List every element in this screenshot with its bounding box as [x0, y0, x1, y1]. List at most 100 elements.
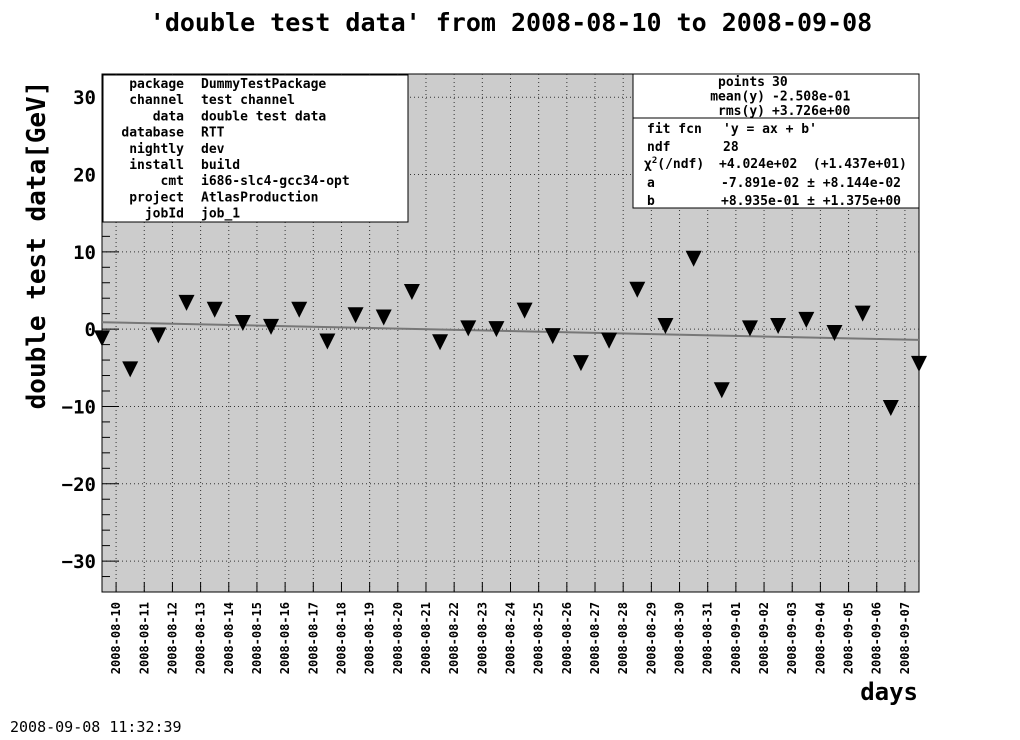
data-point — [263, 318, 280, 335]
x-tick-label: 2008-08-24 — [504, 602, 518, 674]
x-tick-label: 2008-08-14 — [222, 602, 236, 674]
stats-value: +3.726e+00 — [772, 104, 850, 119]
x-tick-label: 2008-09-01 — [729, 602, 743, 674]
y-tick-label: 0 — [85, 319, 96, 341]
data-point — [432, 334, 449, 351]
info-value: RTT — [201, 126, 225, 141]
y-tick-label: −10 — [62, 396, 96, 418]
data-point — [741, 320, 758, 337]
y-axis-label: double test data[GeV] — [22, 81, 52, 410]
fit-fcn-value: 'y = ax + b' — [723, 122, 817, 137]
data-point — [798, 311, 815, 328]
data-point — [911, 355, 927, 372]
x-tick-label: 2008-08-19 — [363, 602, 377, 674]
param-b-value: +8.935e-01 ± +1.375e+00 — [721, 194, 901, 209]
x-tick-label: 2008-08-31 — [701, 602, 715, 674]
data-point — [882, 399, 899, 416]
info-key: package — [129, 77, 184, 92]
info-key: database — [121, 126, 184, 141]
info-value: dev — [201, 142, 225, 157]
data-point — [826, 325, 843, 341]
info-value: AtlasProduction — [201, 190, 318, 205]
fit-line — [101, 321, 920, 341]
data-point — [178, 294, 195, 311]
data-point — [572, 355, 589, 372]
data-point — [403, 284, 420, 301]
info-key: install — [129, 158, 184, 173]
info-value: DummyTestPackage — [201, 77, 326, 92]
data-point — [544, 328, 561, 345]
info-box: package DummyTestPackage channel test chann… — [102, 74, 409, 223]
x-tick-label: 2008-09-03 — [785, 602, 799, 674]
y-tick-label: 20 — [73, 165, 96, 187]
y-tick-label: 30 — [73, 87, 96, 109]
info-key: cmt — [161, 174, 184, 189]
data-point — [206, 301, 223, 318]
stats-key: mean(y) — [710, 90, 765, 105]
data-point — [291, 301, 308, 318]
info-key: data — [153, 109, 184, 124]
x-tick-label: 2008-08-28 — [616, 602, 630, 674]
info-value: job_1 — [201, 207, 240, 222]
x-tick-label: 2008-08-10 — [109, 602, 123, 674]
timestamp: 2008-09-08 11:32:39 — [10, 718, 182, 736]
info-key: project — [129, 190, 184, 205]
x-tick-label: 2008-08-27 — [588, 602, 602, 674]
info-value: build — [201, 158, 240, 173]
x-tick-label: 2008-09-02 — [757, 602, 771, 674]
chart-title: 'double test data' from 2008-08-10 to 20… — [150, 8, 872, 37]
data-point — [122, 361, 139, 378]
data-point — [94, 330, 110, 347]
data-point — [629, 281, 646, 298]
chi2-key: χ2(/ndf) — [644, 156, 704, 172]
info-value: i686-slc4-gcc34-opt — [201, 174, 350, 189]
x-tick-label: 2008-08-15 — [250, 602, 264, 674]
ndf-key: ndf — [647, 140, 670, 155]
x-tick-label: 2008-09-06 — [870, 602, 884, 674]
x-tick-label: 2008-09-05 — [842, 602, 856, 674]
data-point — [150, 327, 167, 344]
x-tick-label: 2008-08-17 — [306, 602, 320, 674]
fit-fcn-key: fit fcn — [647, 122, 702, 137]
y-axis: 30 20 10 0 −10 −20 −30 — [62, 81, 119, 593]
ndf-value: 28 — [723, 140, 739, 155]
stats-value: 30 — [772, 75, 788, 90]
x-tick-label: 2008-08-22 — [447, 602, 461, 674]
data-point — [770, 318, 787, 335]
x-tick-label: 2008-09-04 — [813, 602, 827, 674]
param-b-key: b — [647, 194, 655, 209]
data-point — [347, 307, 364, 324]
stats-key: rms(y) — [718, 104, 765, 119]
x-tick-label: 2008-08-26 — [560, 602, 574, 674]
param-a-value: -7.891e-02 ± +8.144e-02 — [721, 176, 901, 191]
y-tick-label: −30 — [62, 551, 96, 573]
x-axis: 2008-08-10 2008-08-11 2008-08-12 2008-08-13… — [109, 582, 912, 674]
data-point — [375, 309, 392, 326]
info-key: jobId — [145, 207, 184, 222]
data-point — [854, 305, 871, 322]
x-tick-label: 2008-08-16 — [278, 602, 292, 674]
data-point — [460, 320, 477, 337]
x-tick-label: 2008-08-20 — [391, 602, 405, 674]
x-tick-label: 2008-09-07 — [898, 602, 912, 674]
y-tick-label: 10 — [73, 242, 96, 264]
x-tick-label: 2008-08-13 — [194, 602, 208, 674]
info-value: double test data — [201, 109, 326, 124]
x-axis-label: days — [860, 678, 918, 706]
x-tick-label: 2008-08-30 — [673, 602, 687, 674]
x-tick-label: 2008-08-23 — [475, 602, 489, 674]
y-tick-label: −20 — [62, 474, 96, 496]
chi2-value: +4.024e+02 (+1.437e+01) — [719, 157, 907, 172]
data-point — [685, 250, 702, 267]
stats-value: -2.508e-01 — [772, 90, 850, 105]
data-point — [516, 302, 533, 319]
data-point — [601, 332, 618, 349]
x-tick-label: 2008-08-25 — [532, 602, 546, 674]
x-tick-label: 2008-08-29 — [644, 602, 658, 674]
x-tick-label: 2008-08-21 — [419, 602, 433, 674]
data-point — [657, 318, 674, 335]
data-point — [234, 314, 251, 331]
x-tick-label: 2008-08-12 — [165, 602, 179, 674]
info-key: nightly — [129, 142, 184, 157]
